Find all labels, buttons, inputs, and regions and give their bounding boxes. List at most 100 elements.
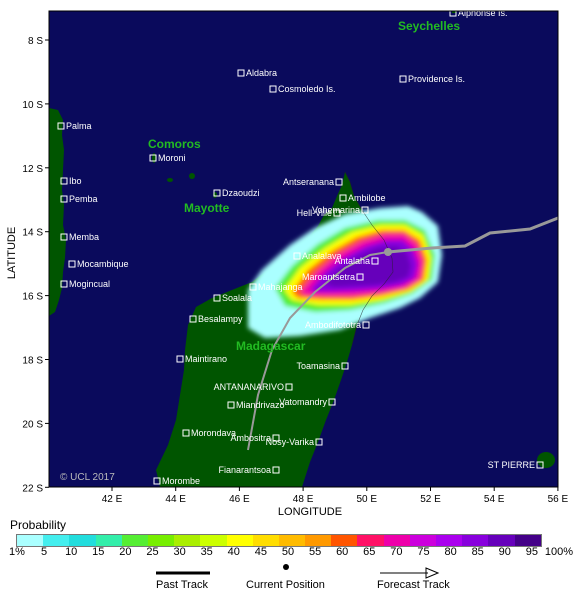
current-position-key-symbol — [283, 564, 289, 570]
y-tick-label: 22 S — [22, 483, 43, 494]
seychelles-islet — [452, 11, 456, 13]
x-tick-label: 56 E — [548, 494, 569, 505]
legend-color-cell — [69, 535, 96, 546]
y-axis-title: LATITUDE — [6, 227, 18, 279]
place-label: Ambodifototra — [305, 320, 361, 330]
legend-color-cell — [488, 535, 515, 546]
legend-label: 75 — [417, 546, 430, 558]
place-label: Mocambique — [77, 259, 129, 269]
x-tick-label: 48 E — [293, 494, 314, 505]
current-position-key-label: Current Position — [246, 579, 325, 591]
place-marker-icon — [213, 189, 221, 197]
x-tick-label: 50 E — [357, 494, 378, 505]
legend-label: 30 — [173, 546, 186, 558]
legend-label: 40 — [227, 546, 240, 558]
place-marker-icon — [68, 260, 76, 268]
place-label: Alphonse Is. — [458, 8, 508, 18]
place-label: Besalampy — [198, 314, 243, 324]
x-tick-label: 52 E — [420, 494, 441, 505]
legend-color-cell — [462, 535, 489, 546]
place-marker-icon — [293, 252, 301, 260]
place-label: Vohemarina — [312, 205, 360, 215]
place-marker-icon — [60, 177, 68, 185]
legend-color-cell — [121, 535, 148, 546]
place-label: Fianarantsoa — [218, 465, 271, 475]
anjouan-island — [189, 173, 195, 179]
legend-label: 45 — [254, 546, 268, 558]
x-axis-title: LONGITUDE — [278, 506, 342, 518]
legend-label: 55 — [308, 546, 322, 558]
place-marker-icon — [153, 477, 161, 485]
place-marker-icon — [182, 429, 190, 437]
place-label: Hell-Ville — [297, 208, 332, 218]
place-marker-icon — [536, 461, 544, 469]
legend-label: 25 — [146, 546, 159, 558]
place-marker-icon — [361, 206, 369, 214]
axis-ticks: 42 E 44 E 46 E 48 E 50 E 52 E 54 E 56 E 8 S 10 S 1… — [22, 36, 568, 505]
place-marker-icon — [333, 209, 341, 217]
place-label: Morondava — [191, 428, 236, 438]
place-label: Aldabra — [246, 68, 277, 78]
place-label: Memba — [69, 232, 99, 242]
place-label: Analalava — [302, 251, 342, 261]
x-tick-label: 42 E — [102, 494, 123, 505]
place-marker-icon — [237, 69, 245, 77]
region-label-mayotte: Mayotte — [184, 201, 230, 215]
legend-color-cell — [17, 535, 44, 546]
place-label: Antseranana — [283, 177, 334, 187]
region-label-comoros: Comoros — [148, 137, 201, 151]
africa-landmass — [49, 108, 66, 316]
legend-label: 65 — [363, 546, 376, 558]
legend-label: 85 — [471, 546, 484, 558]
place-marker-icon — [249, 283, 257, 291]
place-label: Ambositra — [230, 433, 271, 443]
place-marker-icon — [176, 355, 184, 363]
place-label: Dzaoudzi — [222, 188, 260, 198]
legend-color-cell — [278, 535, 306, 546]
place-label: Maintirano — [185, 354, 227, 364]
place-marker-icon — [399, 75, 407, 83]
legend-label: 15 — [92, 546, 105, 558]
place-label: Mogincual — [69, 279, 110, 289]
place-marker-icon — [339, 194, 347, 202]
place-label: Ambilobe — [348, 193, 386, 203]
place-marker-icon — [272, 466, 280, 474]
legend-label: 80 — [444, 546, 457, 558]
place-label: Antalaha — [334, 256, 370, 266]
place-label: Toamasina — [296, 361, 340, 371]
place-marker-icon — [60, 233, 68, 241]
legend-label: 60 — [336, 546, 349, 558]
legend-color-cell — [409, 535, 436, 546]
place-label: Vatomandry — [279, 397, 327, 407]
current-position-marker — [384, 248, 392, 256]
place-label: Pemba — [69, 194, 98, 204]
region-label-madagascar: Madagascar — [236, 339, 306, 353]
legend-color-cell — [226, 535, 253, 546]
legend-label: 100% — [544, 546, 574, 558]
legend-color-cell — [357, 535, 384, 546]
legend-color-cell — [252, 535, 279, 546]
place-label: ST PIERRE — [488, 460, 535, 470]
place-marker-icon — [60, 195, 68, 203]
y-tick-label: 20 S — [22, 419, 43, 430]
place-marker-icon — [149, 154, 157, 162]
legend-label: 35 — [200, 546, 213, 558]
legend-color-cell — [95, 535, 122, 546]
past-track-key-label: Past Track — [156, 579, 208, 591]
legend-color-cell — [331, 535, 358, 546]
place-label: Maroantsetra — [302, 272, 355, 282]
place-marker-icon — [272, 434, 280, 442]
madagascar-coast-outline — [344, 171, 394, 346]
legend-color-cell — [436, 535, 463, 546]
place-label: ANTANANARIVO — [214, 382, 284, 392]
place-label: Providence Is. — [408, 74, 465, 84]
reunion-island — [537, 452, 555, 468]
place-marker-icon — [328, 398, 336, 406]
place-marker-icon — [362, 321, 370, 329]
region-label-seychelles: Seychelles — [398, 19, 460, 33]
x-tick-label: 54 E — [484, 494, 505, 505]
past-track-line — [247, 251, 389, 451]
forecast-track-arrow-icon — [425, 567, 440, 579]
place-label: Palma — [66, 121, 92, 131]
place-marker-icon — [371, 257, 379, 265]
